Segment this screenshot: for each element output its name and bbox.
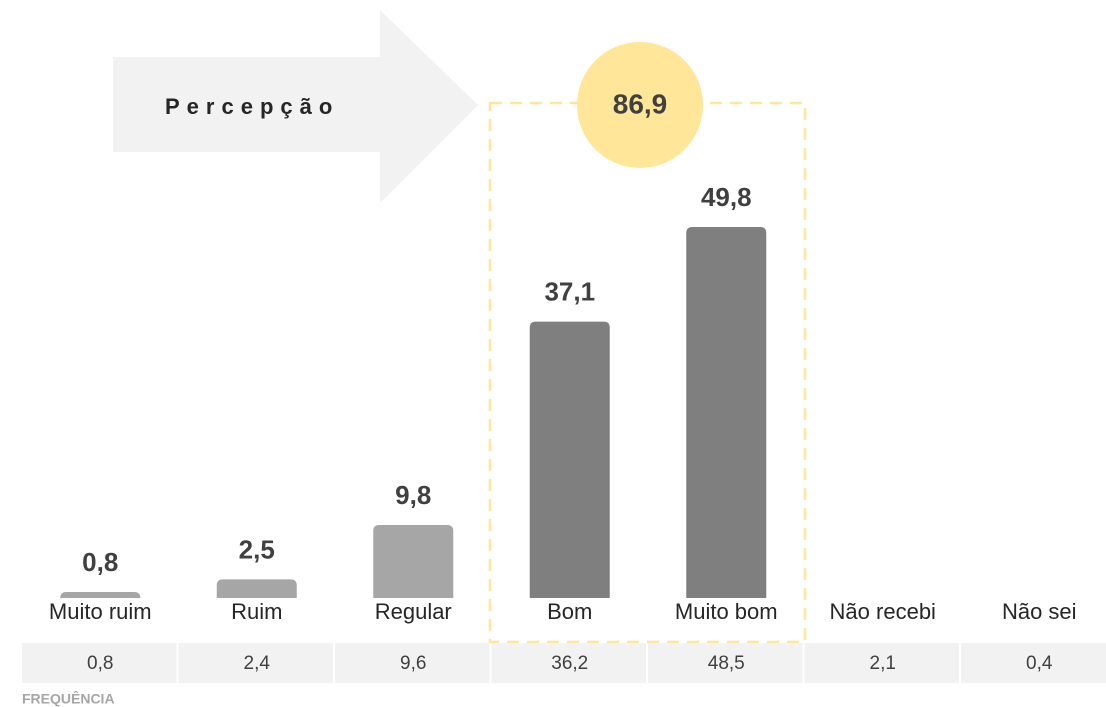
- table-cell: [335, 643, 490, 683]
- highlight-box: [488, 101, 807, 644]
- frequency-value: 48,5: [708, 653, 745, 674]
- bar: [60, 592, 141, 598]
- x-tick-label: Ruim: [231, 599, 282, 624]
- frequency-value: 0,8: [87, 653, 113, 674]
- x-tick-label: Muito ruim: [49, 599, 152, 624]
- value-label: 9,8: [395, 480, 431, 510]
- bar: [686, 226, 767, 599]
- value-label: 0,8: [82, 547, 118, 577]
- bar: [529, 321, 610, 598]
- bar: [216, 579, 297, 598]
- frequency-value: 36,2: [551, 653, 588, 674]
- table-cell: [804, 643, 959, 683]
- x-tick-label: Muito bom: [675, 599, 778, 624]
- arrow: [113, 10, 478, 203]
- x-tick-label: Regular: [375, 599, 452, 624]
- x-tick-label: Não sei: [1002, 599, 1077, 624]
- value-label: 2,5: [239, 534, 275, 564]
- arrow-label: Percepção: [165, 94, 339, 119]
- value-label: 37,1: [544, 276, 595, 306]
- x-tick-label: Não recebi: [830, 599, 936, 624]
- table-label: FREQUÊNCIA: [22, 690, 115, 707]
- total-circle: [577, 42, 703, 168]
- value-label: 49,8: [701, 182, 752, 212]
- x-tick-label: Bom: [547, 599, 592, 624]
- frequency-value: 2,1: [870, 653, 896, 674]
- table-cell: [491, 643, 646, 683]
- frequency-value: 0,4: [1026, 653, 1053, 674]
- frequency-value: 9,6: [400, 653, 426, 674]
- table-cell: [178, 643, 333, 683]
- table-cell: [648, 643, 803, 683]
- bar: [373, 524, 454, 598]
- table-cell: [22, 643, 177, 683]
- frequency-value: 2,4: [244, 653, 271, 674]
- total-label: 86,9: [613, 88, 668, 119]
- table-cell: [961, 643, 1106, 683]
